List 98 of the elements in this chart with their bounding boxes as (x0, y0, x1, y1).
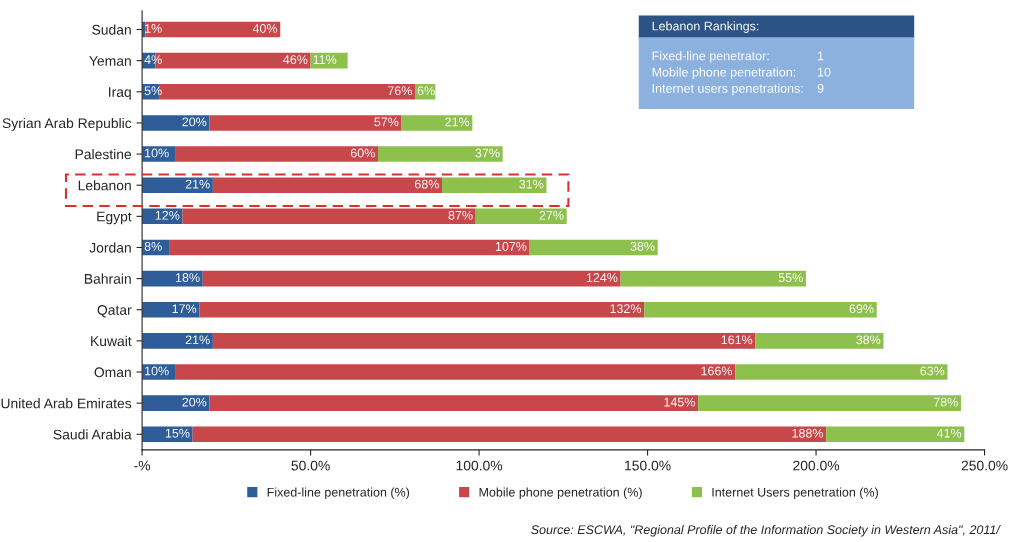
bar (377, 146, 503, 162)
legend-label: Fixed-line penetration (%) (267, 487, 410, 500)
data-label: 12% (155, 210, 180, 220)
data-label: 55% (778, 273, 803, 282)
bar (644, 301, 877, 318)
legend-label: Mobile phone penetration (%) (479, 487, 642, 500)
data-label: 46% (283, 55, 308, 65)
bar (169, 239, 530, 256)
legend-label: Internet Users penetration (%) (712, 487, 878, 500)
data-label: 1% (145, 24, 162, 33)
bar (199, 301, 645, 318)
data-label: 27% (539, 210, 564, 220)
bar (755, 333, 884, 349)
data-label: 57% (374, 117, 399, 127)
bar (529, 239, 658, 256)
data-label: 40% (252, 24, 278, 33)
data-label: 11% (313, 55, 337, 64)
bar (475, 208, 567, 225)
x-tick-label: 100.0% (456, 460, 503, 471)
data-label: 145% (664, 397, 695, 407)
data-label: 124% (586, 273, 618, 282)
x-tick-label: 150.0% (625, 460, 671, 471)
bar (698, 395, 961, 411)
data-label: 78% (933, 397, 958, 407)
annotation: Fixed-line penetrator: (652, 51, 769, 63)
bar (209, 115, 402, 131)
data-label: 10% (145, 148, 169, 158)
data-label: 8% (144, 241, 162, 251)
y-tick-label: Bahrain (84, 273, 131, 284)
data-label: 166% (701, 366, 733, 376)
data-label: 132% (610, 304, 642, 314)
bar (175, 146, 378, 162)
bar (142, 115, 210, 131)
annotation: 9 (817, 83, 824, 93)
bar (142, 333, 213, 349)
data-label: 41% (936, 428, 962, 438)
data-label: 31% (519, 179, 544, 189)
bar (142, 395, 210, 411)
data-label: 21% (445, 117, 470, 127)
annotation: 10 (818, 67, 831, 77)
data-label: 20% (182, 397, 207, 407)
bar (182, 208, 476, 225)
bar (209, 395, 699, 411)
bar (442, 177, 547, 193)
y-tick-label: Lebanon (78, 180, 131, 191)
bar (142, 301, 200, 318)
y-tick-label: Saudi Arabia (53, 429, 132, 440)
data-label: 107% (495, 241, 527, 251)
bar (202, 270, 621, 287)
data-label: 20% (182, 117, 207, 127)
data-label: 21% (185, 179, 210, 189)
x-tick-label: 250.0% (961, 460, 1008, 471)
data-label: 76% (387, 86, 412, 96)
annotation: 1 (818, 51, 824, 61)
data-label: 63% (920, 366, 945, 376)
y-tick-label: Syrian Arab Republic (2, 117, 132, 131)
y-tick-label: Jordan (89, 242, 131, 253)
data-label: 161% (721, 335, 753, 345)
y-tick-label: Qatar (97, 305, 132, 318)
data-label: 38% (630, 241, 655, 251)
y-tick-label: Kuwait (91, 335, 132, 347)
data-label: 21% (185, 335, 210, 345)
data-label: 68% (414, 179, 439, 189)
bar (735, 364, 948, 380)
data-label: 37% (475, 148, 500, 158)
data-label: 87% (448, 210, 473, 220)
y-tick-label: Yeman (89, 56, 131, 66)
annotation: Lebanon Rankings: (652, 21, 759, 33)
bar (826, 426, 965, 443)
y-tick-label: Egypt (97, 211, 132, 225)
data-label: 60% (350, 148, 375, 158)
x-tick-label: 200.0% (793, 460, 840, 471)
bar (192, 426, 827, 443)
data-label: 38% (856, 335, 881, 345)
y-tick-label: Palestine (75, 149, 132, 160)
x-tick-label: -% (134, 460, 151, 471)
bar (145, 21, 281, 38)
data-label: 69% (849, 304, 874, 314)
bar (620, 270, 806, 287)
bar (142, 177, 213, 193)
bar (401, 115, 473, 131)
y-tick-label: United Arab Emirates (1, 398, 132, 409)
bar (212, 177, 443, 193)
y-tick-label: Iraq (109, 87, 131, 100)
annotation: Mobile phone penetration: (652, 67, 796, 79)
y-tick-label: Sudan (92, 24, 131, 35)
y-tick-label: Oman (94, 367, 131, 378)
bar (212, 333, 756, 349)
source-note: Source: ESCWA, "Regional Profile of the Information Society in Western Asia", 2011/ (531, 524, 1001, 537)
data-label: 18% (176, 273, 200, 282)
annotation: Internet users penetrations: (652, 83, 803, 96)
data-label: 10% (145, 366, 169, 376)
data-label: 188% (792, 428, 824, 438)
data-label: 17% (172, 304, 197, 314)
bar (175, 364, 736, 380)
data-label: 6% (417, 86, 435, 96)
data-label: 15% (165, 428, 190, 438)
x-tick-label: 50.0% (291, 460, 330, 471)
